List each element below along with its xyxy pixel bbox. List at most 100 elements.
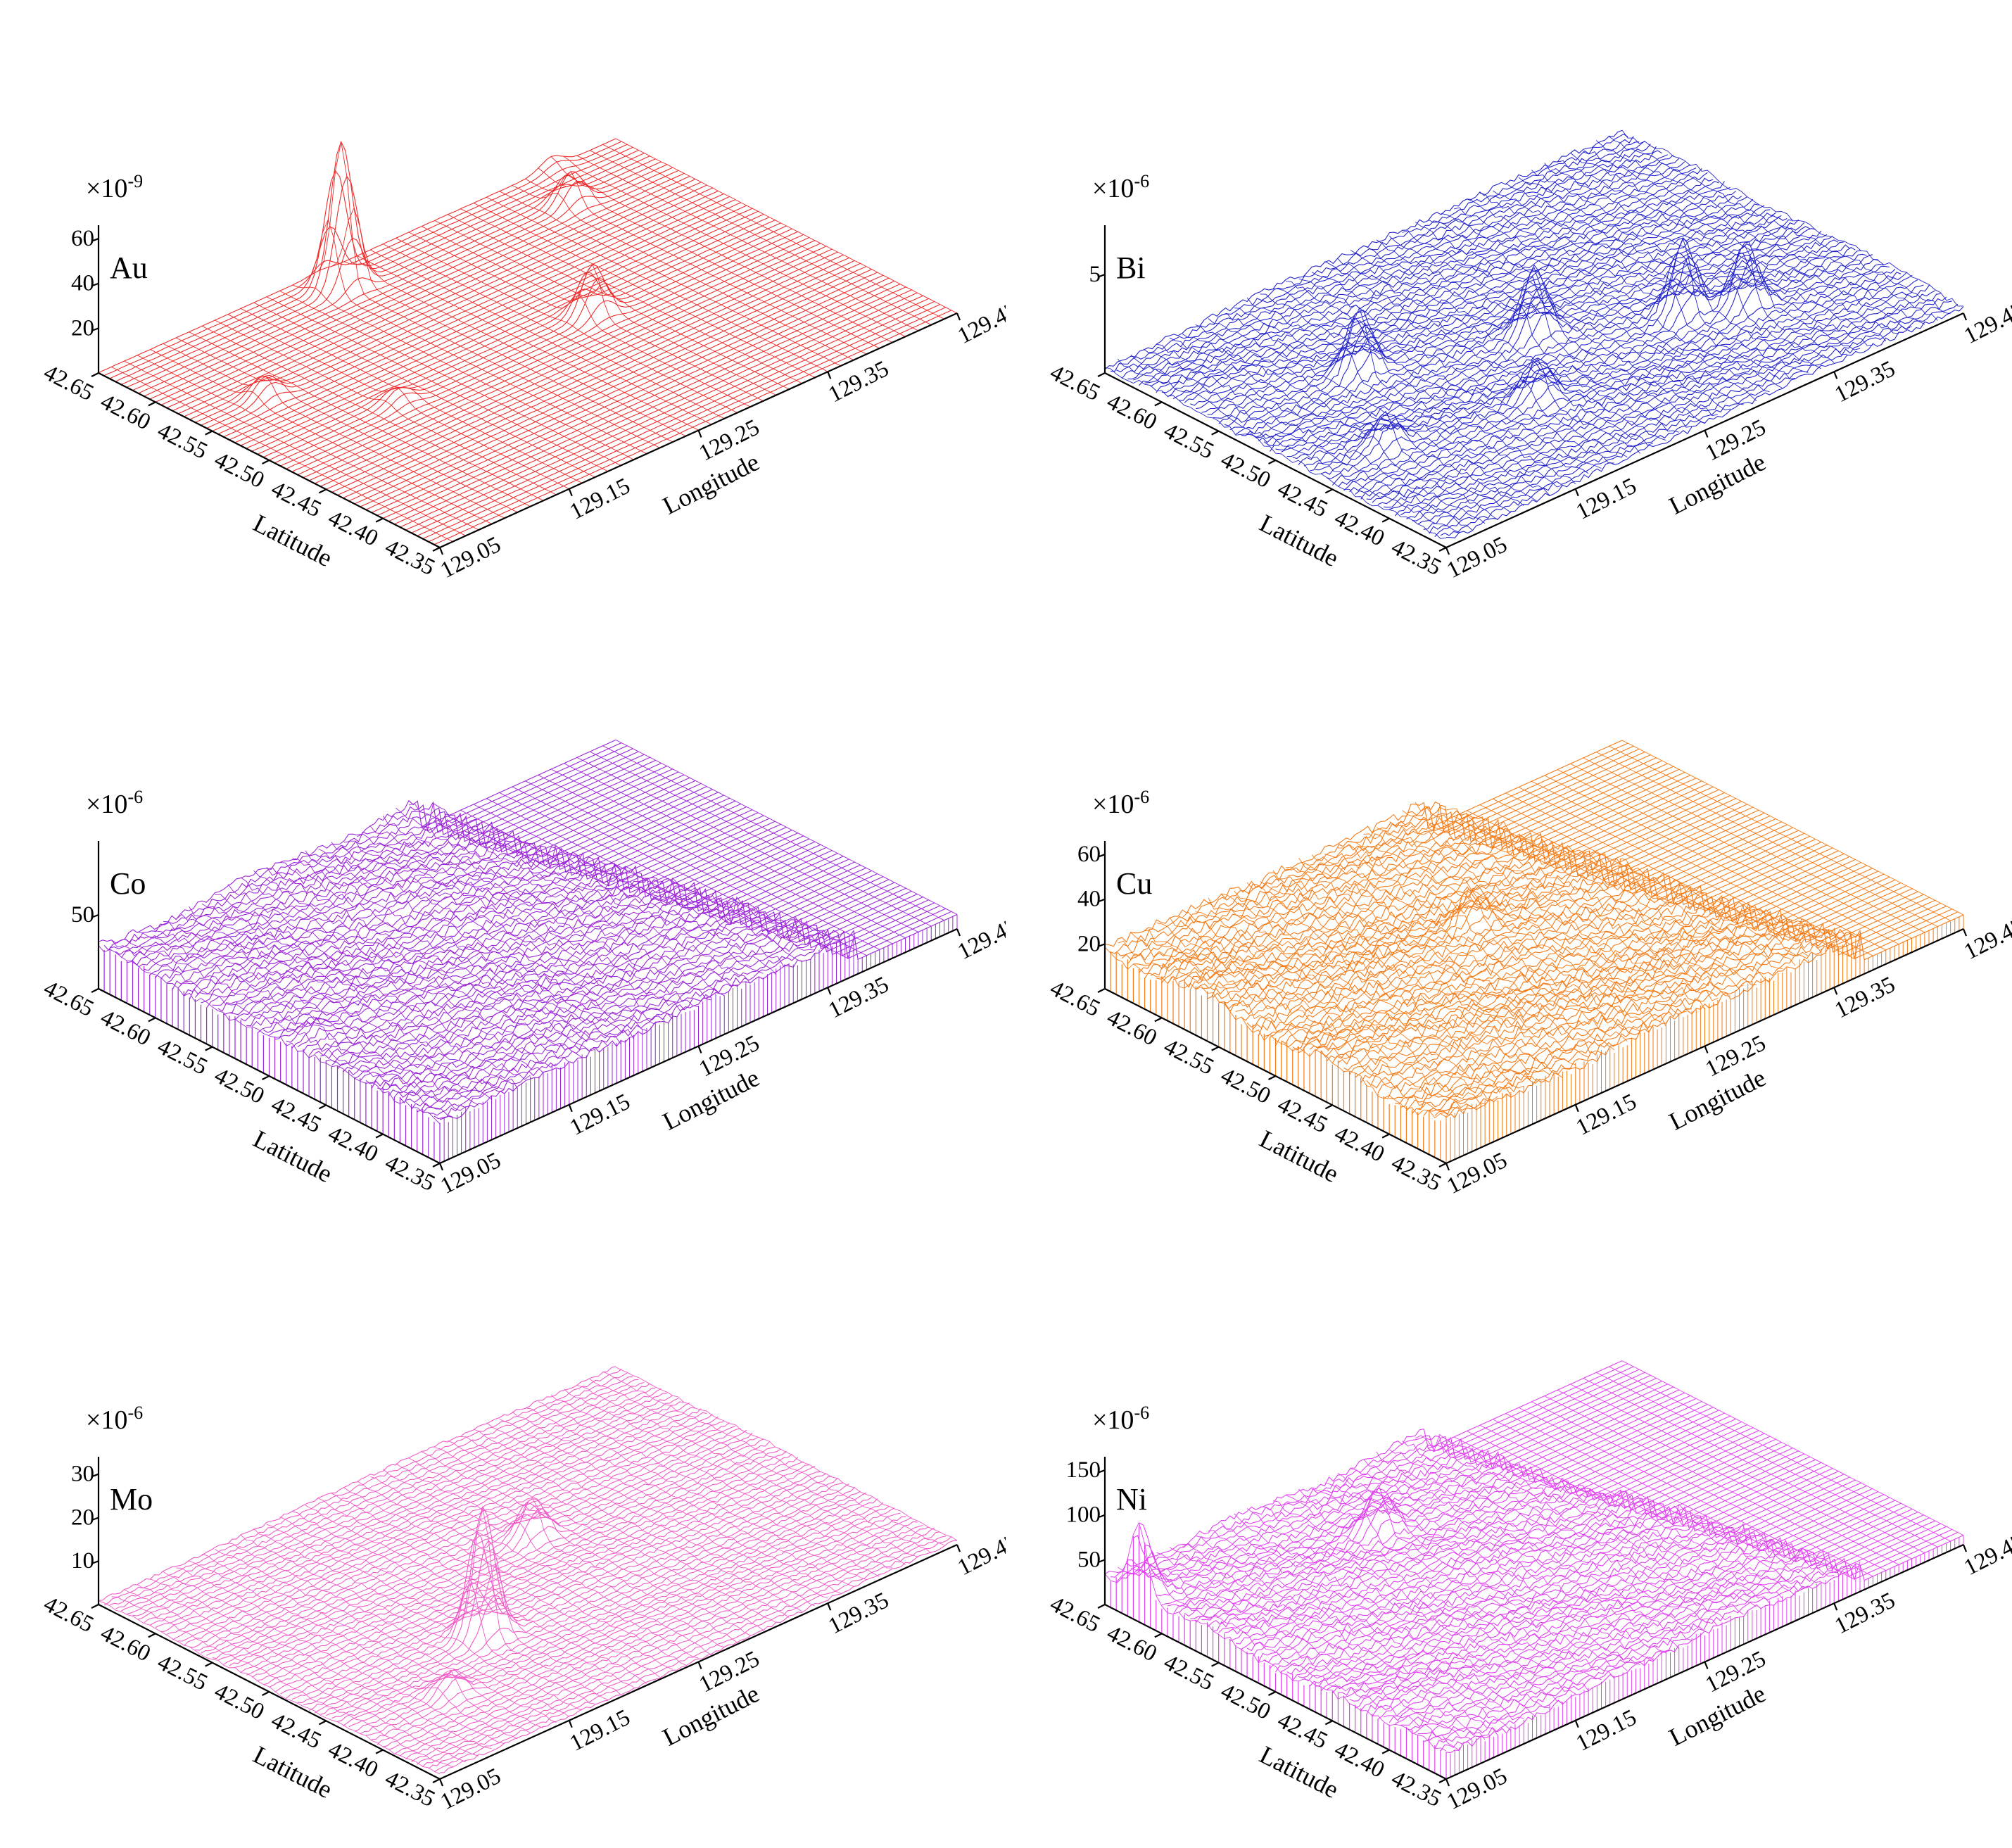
surface-col: [150, 349, 492, 524]
surface-row: [1184, 168, 1702, 403]
surface-col: [266, 1508, 609, 1700]
surface-row: [1179, 167, 1697, 401]
z-tick-label: 50: [1077, 1547, 1101, 1572]
surface-row: [138, 759, 656, 968]
surface-row: [360, 873, 878, 1082]
z-tick-label: 20: [71, 315, 94, 341]
surface-cu: [1104, 740, 1964, 1163]
surface-row: [1309, 234, 1828, 472]
surface-col: [201, 325, 544, 501]
surface-col: [1260, 1506, 1602, 1681]
lon-tick-label: 129.05: [1443, 1148, 1511, 1199]
surface-col: [1454, 207, 1796, 379]
lat-tick-label: 42.65: [1046, 1591, 1104, 1638]
scale-label: ×10-6: [1092, 1403, 1149, 1435]
lon-tick-label: 129.45: [954, 1529, 1006, 1581]
surface-col: [343, 261, 686, 436]
lat-tick: [1268, 1691, 1276, 1696]
surface-col: [279, 290, 621, 466]
surface-row: [1144, 1381, 1662, 1583]
surface-row: [223, 1428, 741, 1665]
lon-tick-label: 129.15: [1572, 1705, 1640, 1757]
lon-tick: [956, 928, 961, 937]
z-tick: [1099, 273, 1106, 278]
surface-col: [1428, 219, 1770, 393]
surface-row: [1338, 1479, 1856, 1696]
surface-col: [1298, 1484, 1640, 1666]
surface-col: [1518, 1407, 1861, 1580]
surface-col: [1428, 806, 1770, 983]
surface-col: [176, 337, 518, 513]
surface-col: [1479, 804, 1822, 953]
surface-row: [149, 766, 668, 975]
scale-label: ×10-6: [86, 1403, 143, 1435]
lon-tick-label: 129.05: [436, 1148, 505, 1199]
surface-col: [1544, 163, 1887, 341]
surface-row: [1343, 1482, 1861, 1698]
surface-row: [388, 887, 906, 1096]
lat-tick: [262, 1691, 270, 1696]
surface-row: [1133, 1374, 1651, 1578]
surface-col: [137, 931, 479, 1106]
lat-tick: [1324, 1104, 1333, 1110]
surface-row: [1207, 1412, 1725, 1628]
lat-tick-label: 42.60: [1103, 1621, 1161, 1667]
surface-col: [1311, 854, 1654, 1028]
surface-row: [1400, 1512, 1918, 1726]
surface-col: [253, 302, 595, 478]
surface-ni: [1104, 1360, 1964, 1779]
surface-col: [357, 255, 699, 431]
lon-tick-label: 129.15: [1572, 1089, 1640, 1141]
latitude-label: Latitude: [1255, 509, 1343, 572]
lat-tick-label: 42.55: [1160, 418, 1218, 464]
surface-col: [1596, 752, 1938, 928]
surface-row: [1269, 1445, 1788, 1669]
surface-col: [1130, 354, 1473, 531]
panel-au: 42.65 42.60 42.55 42.50 42.45 42.40 42.35 129.0…: [0, 0, 1006, 616]
surface-col: [111, 367, 453, 543]
surface-col: [266, 296, 609, 472]
surface-col: [1311, 272, 1654, 446]
surface-row: [1235, 806, 1754, 1015]
surface-row: [1229, 196, 1748, 431]
surface-row: [1178, 1398, 1697, 1614]
lon-tick-label: 129.05: [436, 1764, 505, 1815]
surface-row: [178, 1407, 696, 1642]
surface-row: [206, 1421, 724, 1656]
surface-row: [110, 1372, 628, 1605]
lat-tick: [375, 517, 384, 523]
surface-row: [308, 1473, 827, 1711]
surface-col: [1144, 929, 1486, 1105]
surface-col: [305, 218, 647, 455]
surface-row: [1349, 1485, 1867, 1702]
surface-plot-cu: 42.6542.6042.5542.5042.4542.4042.35129.0…: [1046, 740, 2012, 1199]
surface-col: [1467, 1431, 1809, 1589]
lat-tick: [1381, 1133, 1390, 1139]
surface-row: [160, 771, 679, 979]
lon-tick: [438, 1163, 444, 1171]
lat-tick: [1097, 372, 1106, 377]
surface-col: [1208, 318, 1550, 496]
surface-row: [1115, 1366, 1634, 1584]
surface-row: [1321, 236, 1839, 475]
surface-co: [98, 739, 958, 1163]
surface-row: [1440, 1532, 1959, 1752]
lat-tick: [1268, 460, 1276, 464]
surface-col: [1246, 297, 1589, 474]
surface-row: [246, 815, 764, 1027]
surface-col: [1130, 1567, 1472, 1740]
surface-col: [447, 214, 790, 390]
surface-row: [1150, 1384, 1668, 1589]
surface-row: [132, 1383, 650, 1616]
surface-col: [1363, 1458, 1705, 1632]
surface-row: [251, 818, 770, 1027]
surface-row: [1400, 279, 1918, 516]
lat-tick-label: 42.65: [1046, 975, 1104, 1022]
surface-col: [1544, 1396, 1887, 1571]
surface-row: [269, 1450, 787, 1688]
surface-col: [473, 202, 816, 378]
surface-col: [189, 906, 531, 1080]
lat-tick: [91, 372, 99, 377]
surface-row: [1121, 141, 1640, 379]
